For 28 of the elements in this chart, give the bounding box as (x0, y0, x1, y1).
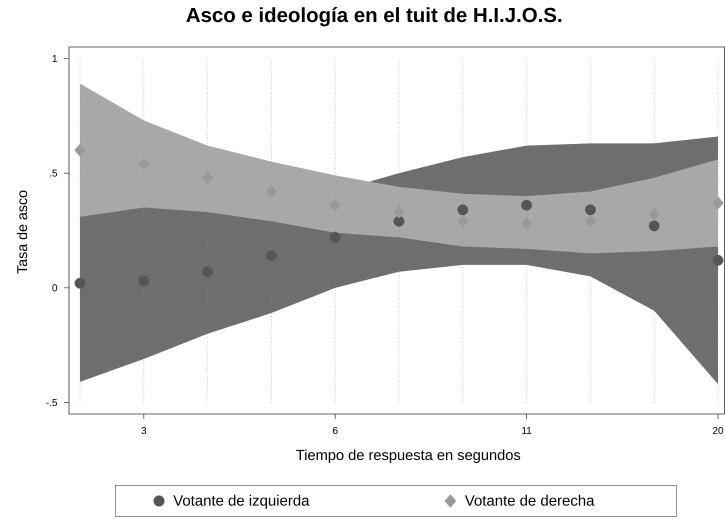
point (457, 214, 468, 228)
point (648, 220, 660, 232)
point (648, 208, 660, 221)
point (394, 216, 404, 227)
point (585, 204, 596, 216)
x-tick-label: 3 (141, 427, 146, 434)
x-tick-label: 11 (522, 427, 532, 434)
legend-label: Votante de derecha (464, 494, 594, 506)
point (202, 266, 214, 278)
point (138, 276, 150, 286)
y-tick-label: 1 (52, 55, 58, 62)
point (457, 204, 468, 216)
point (393, 206, 405, 219)
point (521, 200, 532, 211)
point (266, 250, 277, 262)
point (584, 214, 596, 228)
y-tick-label: 0 (52, 284, 58, 292)
y-tick-label: -.5 (46, 399, 58, 406)
point (330, 232, 341, 243)
y-axis-title: Tasa de asco (16, 190, 28, 274)
x-tick-label: 20 (712, 427, 724, 434)
point (74, 278, 86, 289)
point (74, 144, 86, 157)
chart-title: Asco e ideología en el tuit de H.I.J.O.S. (186, 7, 562, 26)
y-tick-label: .5 (50, 170, 58, 177)
x-axis-title: Tiempo de respuesta en segundos (296, 449, 520, 464)
legend-label: Votante de izquierda (173, 494, 310, 509)
x-tick-label: 6 (332, 427, 338, 434)
